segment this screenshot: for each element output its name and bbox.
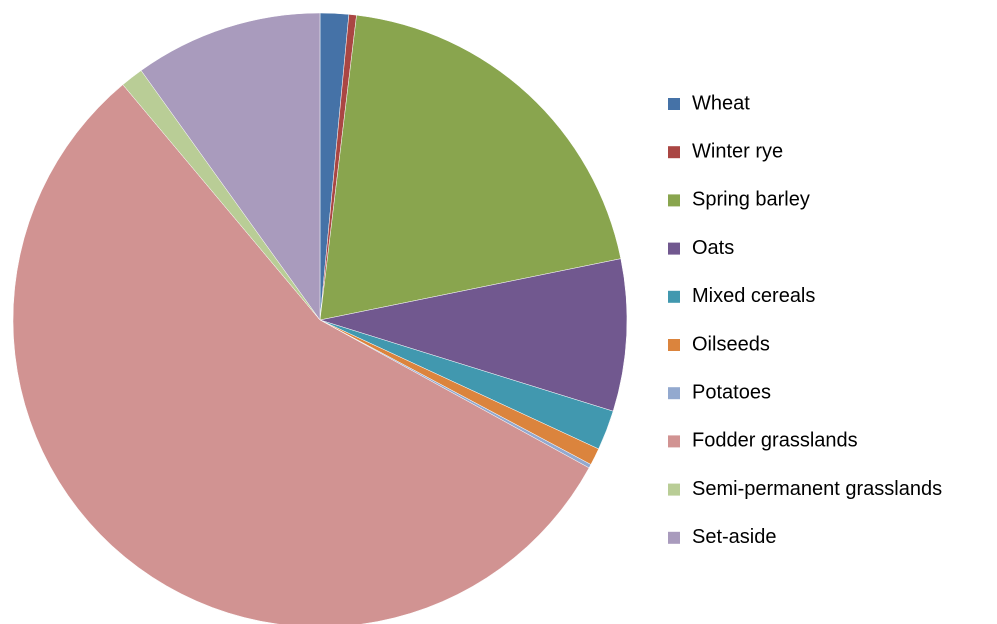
legend-label: Winter rye <box>692 140 783 162</box>
legend-label: Mixed cereals <box>692 285 815 307</box>
legend-swatch <box>668 435 680 448</box>
pie-slice <box>319 14 622 321</box>
legend-swatch <box>668 98 680 110</box>
legend-swatch <box>668 339 680 351</box>
legend-label: Set-aside <box>692 526 777 548</box>
legend-swatch <box>668 531 680 544</box>
legend-label: Oilseeds <box>692 333 770 355</box>
pie-slice <box>319 258 628 412</box>
legend-label: Wheat <box>692 92 750 114</box>
legend-swatch <box>668 194 680 207</box>
legend-swatch <box>668 146 680 159</box>
legend-label: Potatoes <box>692 381 771 403</box>
pie-slice <box>140 12 321 321</box>
legend-swatch <box>668 387 680 400</box>
legend-swatch <box>668 242 680 255</box>
legend-label: Semi-permanent grasslands <box>692 478 942 500</box>
legend-swatch <box>668 483 680 496</box>
legend-label: Fodder grasslands <box>692 430 858 452</box>
legend-swatch <box>668 290 680 303</box>
pie-slice <box>12 84 590 624</box>
legend-label: Spring barley <box>692 189 810 211</box>
legend-label: Oats <box>692 237 734 259</box>
